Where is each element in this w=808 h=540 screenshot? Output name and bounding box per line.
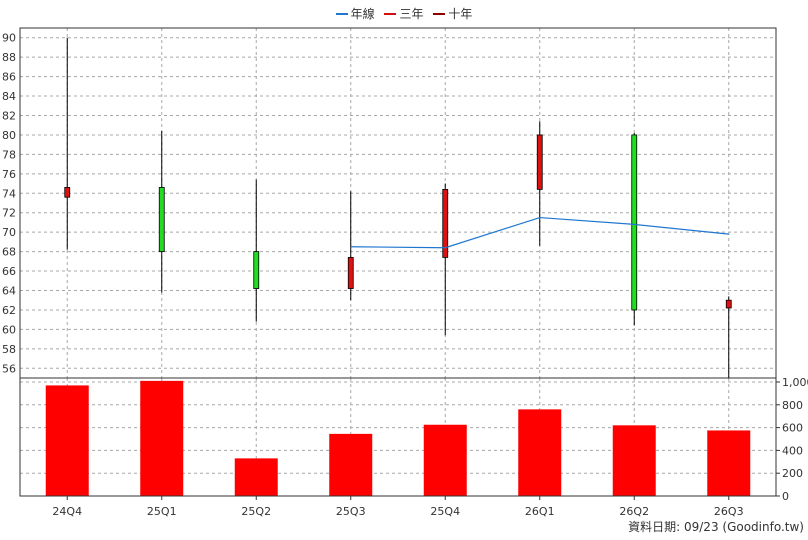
volume-bar [707,430,751,496]
price-tick-label: 84 [2,90,16,103]
volume-bar [423,424,467,496]
x-tick-label: 26Q2 [619,505,649,518]
x-tick-label: 25Q1 [147,505,177,518]
volume-bar [329,433,373,496]
moving-average-line [350,216,729,249]
volume-bar [234,458,278,496]
legend-swatch-icon [384,12,397,15]
price-tick-label: 56 [2,362,16,375]
price-tick-label: 58 [2,343,16,356]
volume-tick-label: 200 [782,467,803,480]
volume-tick-label: 400 [782,444,803,457]
price-tick-label: 88 [2,51,16,64]
volume-bars [45,380,751,496]
candle-body [725,299,732,309]
x-tick-label: 25Q3 [336,505,366,518]
price-tick-label: 82 [2,110,16,123]
price-tick-label: 74 [2,187,16,200]
volume-bar [518,409,562,496]
candle-body [158,187,165,253]
candle-body [253,251,260,289]
legend-label: 年線 [350,7,375,21]
volume-grid [20,378,776,497]
price-tick-label: 66 [2,265,16,278]
x-tick-label: 25Q4 [430,505,460,518]
price-tick-label: 72 [2,207,16,220]
price-grid [20,28,776,378]
volume-bar [612,425,656,496]
volume-tick-label: 800 [782,399,803,412]
candlesticks [64,37,732,378]
volume-bar [45,385,89,496]
price-tick-label: 86 [2,71,16,84]
volume-bar [140,380,184,496]
candle-body [631,134,638,311]
x-tick-label: 24Q4 [52,505,82,518]
volume-tick-label: 0 [782,490,789,503]
price-tick-label: 78 [2,148,16,161]
x-tick-label: 26Q1 [525,505,555,518]
legend-swatch-icon [335,12,348,15]
price-tick-label: 60 [2,323,16,336]
price-axis: 56 58 60 62 64 66 68 70 72 74 76 78 80 82 84 86 88 90 [2,32,16,376]
legend-swatch-icon [433,12,446,15]
candle-body [536,134,543,190]
x-axis: 24Q4 25Q1 25Q2 25Q3 25Q4 26Q1 26Q2 26Q3 [52,496,744,518]
price-tick-label: 62 [2,304,16,317]
volume-axis: 0 200 400 600 800 1,000 [776,376,808,503]
chart-frame [19,27,777,497]
price-tick-label: 70 [2,226,16,239]
price-tick-label: 68 [2,246,16,259]
volume-tick-label: 1,000 [782,376,808,389]
candle-body [442,188,449,258]
price-tick-label: 64 [2,285,16,298]
legend-label: 三年 [399,7,424,21]
data-date-footer: 資料日期: 09/23 (Goodinfo.tw) [628,520,804,534]
price-tick-label: 80 [2,129,16,142]
volume-tick-label: 600 [782,422,803,435]
legend-item-three-year: 三年 [384,5,424,22]
chart-legend: 年線 三年 十年 [0,5,808,22]
x-tick-label: 26Q3 [714,505,744,518]
legend-item-annual: 年線 [335,5,375,22]
price-tick-label: 76 [2,168,16,181]
plot-border [19,27,777,497]
x-tick-label: 25Q2 [241,505,271,518]
legend-label: 十年 [448,7,473,21]
candle-body [347,257,354,289]
candle-body [64,187,71,198]
legend-item-ten-year: 十年 [433,5,472,22]
price-tick-label: 90 [2,32,16,45]
annual-ma-line [350,216,729,249]
